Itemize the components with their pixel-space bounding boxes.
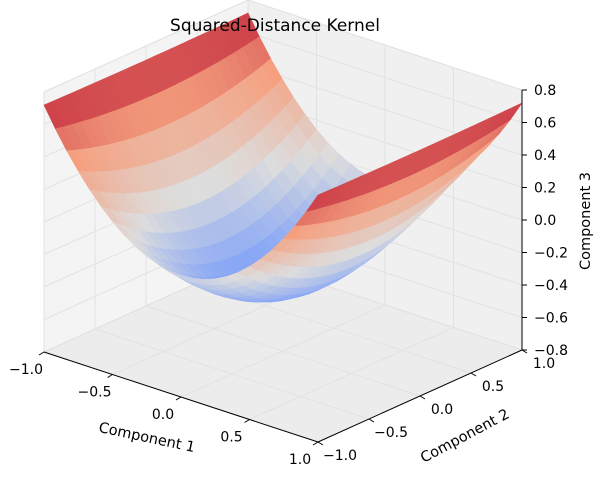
z-tick-label: 0.2 <box>534 181 556 197</box>
y-tick-label: −1.0 <box>323 448 357 464</box>
z-tick-label: −0.6 <box>534 311 568 327</box>
surface-plot <box>43 12 523 303</box>
z-tick-label: 0.8 <box>534 83 556 99</box>
y-tick-label: −0.5 <box>374 425 408 441</box>
x-tick-label: 0.5 <box>220 430 242 446</box>
x-tick <box>107 374 113 378</box>
y-tick-label: 1.0 <box>533 356 555 372</box>
x-tick <box>38 351 45 356</box>
z-tick-label: −0.4 <box>534 278 568 294</box>
x-tick <box>244 419 250 423</box>
surface-facet <box>305 190 328 212</box>
x-axis-label: Component 1 <box>97 420 196 456</box>
y-tick <box>368 418 375 423</box>
chart-title: Squared-Distance Kernel <box>170 16 380 36</box>
y-tick-label: 0.5 <box>482 379 504 395</box>
tick-labels: −1.0−0.50.00.51.0 −1.0−0.50.00.51.0−0.8−0… <box>9 83 568 468</box>
x-tick-label: 0.0 <box>152 407 174 423</box>
z-tick-label: −0.8 <box>534 343 568 359</box>
y-tick <box>470 372 477 377</box>
x-tick-label: −1.0 <box>9 362 43 378</box>
x-tick-label: −0.5 <box>78 385 112 401</box>
z-tick-label: 0.6 <box>534 116 556 132</box>
y-tick <box>419 395 426 400</box>
x-tick <box>175 396 182 401</box>
y-tick-label: 0.0 <box>431 402 453 418</box>
z-tick-label: 0.0 <box>534 213 556 229</box>
y-tick <box>317 441 324 446</box>
z-tick-label: 0.4 <box>534 148 556 164</box>
z-axis-label: Component 3 <box>578 172 594 270</box>
grid-line-z <box>43 0 523 93</box>
x-tick-label: 1.0 <box>289 452 311 468</box>
x-tick <box>312 441 319 446</box>
z-tick-label: −0.2 <box>534 246 568 262</box>
